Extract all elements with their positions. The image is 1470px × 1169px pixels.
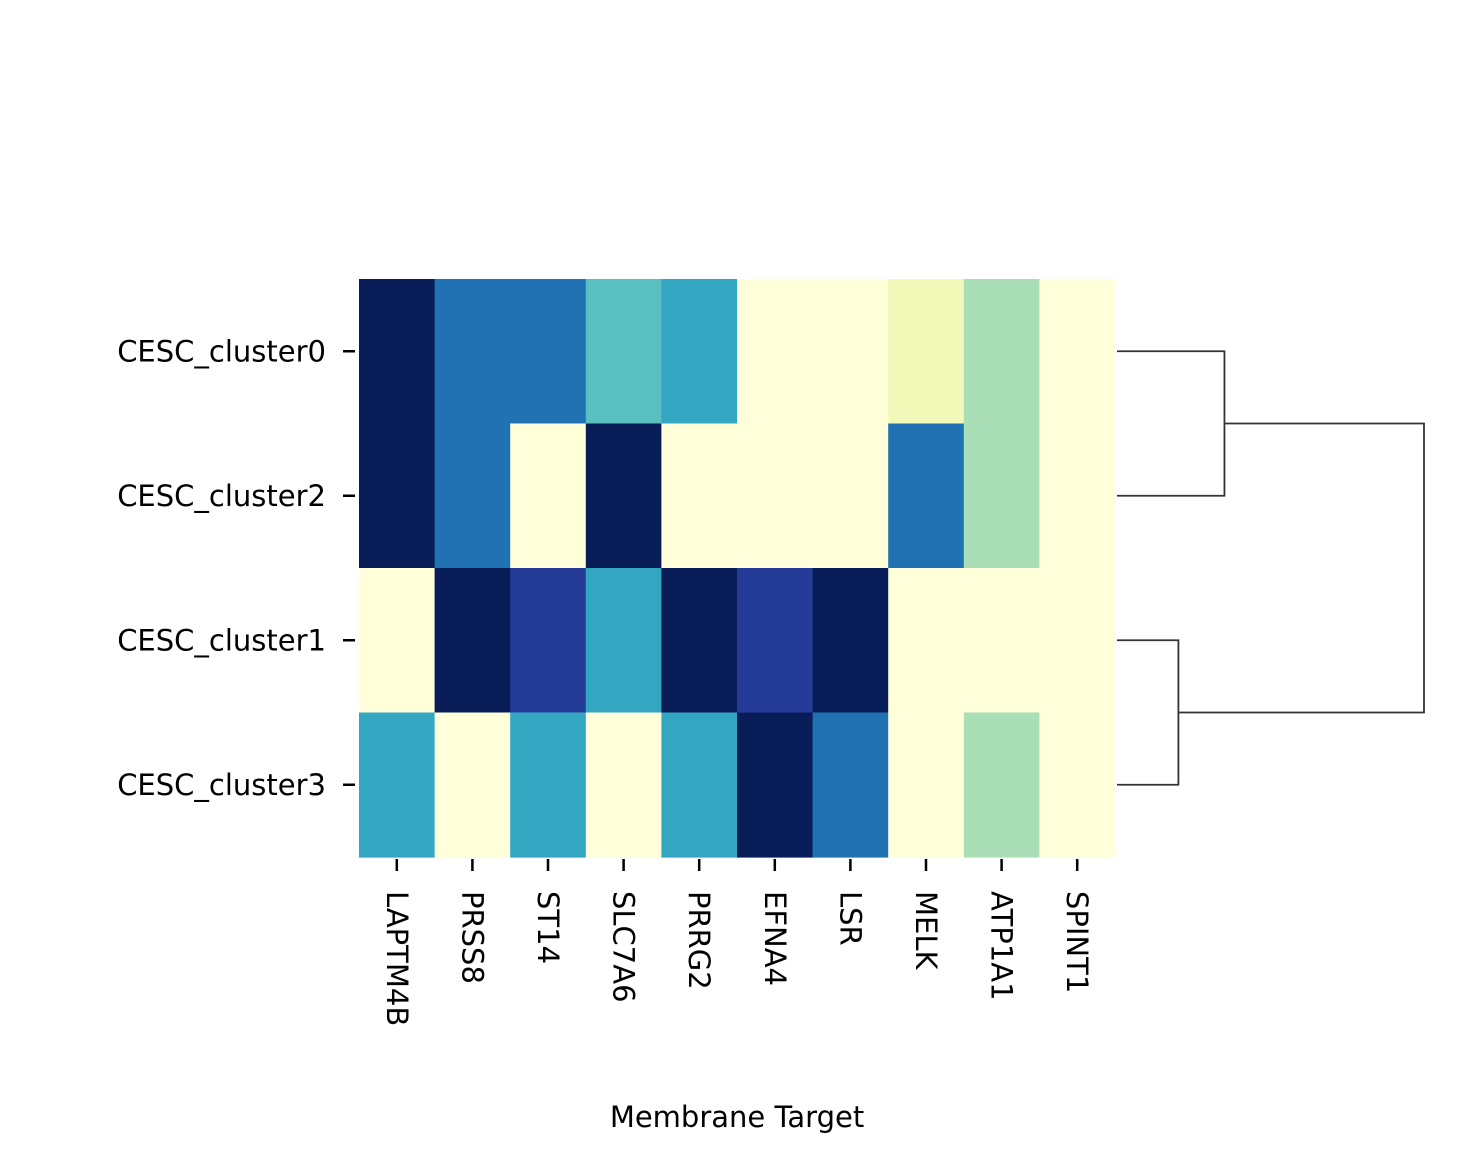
heatmap-cell-CESC_cluster0-ST14 xyxy=(510,279,587,425)
column-label-ATP1A1: ATP1A1 xyxy=(985,891,1019,1001)
heatmap-cell-CESC_cluster1-LSR xyxy=(812,568,889,714)
column-label-SPINT1: SPINT1 xyxy=(1060,891,1094,993)
heatmap-cell-CESC_cluster3-MELK xyxy=(888,712,965,858)
row-dendrogram xyxy=(1117,350,1425,786)
heatmap-cell-CESC_cluster3-ST14 xyxy=(510,712,587,858)
column-label-LAPTM4B: LAPTM4B xyxy=(380,891,414,1026)
heatmap-cell-CESC_cluster3-LAPTM4B xyxy=(359,712,436,858)
column-label-EFNA4: EFNA4 xyxy=(758,891,792,986)
column-label-MELK: MELK xyxy=(909,891,943,971)
heatmap-cell-CESC_cluster2-MELK xyxy=(888,423,965,569)
heatmap-cell-CESC_cluster0-LSR xyxy=(812,279,889,425)
heatmap-cell-CESC_cluster3-LSR xyxy=(812,712,889,858)
heatmap-cell-CESC_cluster2-EFNA4 xyxy=(737,423,814,569)
column-tick-labels: LAPTM4B PRSS8 ST14 SLC7A6 PRRG2 EFNA4 LSR MELK A… xyxy=(380,859,1094,1026)
heatmap-cell-CESC_cluster1-ST14 xyxy=(510,568,587,714)
heatmap-cell-CESC_cluster3-PRSS8 xyxy=(434,712,511,858)
heatmap-cell-CESC_cluster3-EFNA4 xyxy=(737,712,814,858)
heatmap-cell-CESC_cluster0-SPINT1 xyxy=(1039,279,1116,425)
heatmap-cell-CESC_cluster0-PRSS8 xyxy=(434,279,511,425)
heatmap-cell-CESC_cluster2-PRRG2 xyxy=(661,423,738,569)
row-label-CESC_cluster1: CESC_cluster1 xyxy=(117,623,326,657)
column-label-PRSS8: PRSS8 xyxy=(455,891,489,984)
heatmap-cell-CESC_cluster1-PRSS8 xyxy=(434,568,511,714)
heatmap-cell-CESC_cluster0-ATP1A1 xyxy=(963,279,1040,425)
heatmap-cell-CESC_cluster3-SPINT1 xyxy=(1039,712,1116,858)
heatmap-cell-CESC_cluster1-PRRG2 xyxy=(661,568,738,714)
heatmap-cell-CESC_cluster2-LSR xyxy=(812,423,889,569)
column-label-LSR: LSR xyxy=(833,891,867,946)
heatmap-cell-CESC_cluster1-ATP1A1 xyxy=(963,568,1040,714)
heatmap-cell-CESC_cluster2-ATP1A1 xyxy=(963,423,1040,569)
heatmap-cell-CESC_cluster0-LAPTM4B xyxy=(359,279,436,425)
heatmap-cell-CESC_cluster1-EFNA4 xyxy=(737,568,814,714)
heatmap-cell-CESC_cluster3-SLC7A6 xyxy=(585,712,662,858)
dendrogram-link-2 xyxy=(1117,639,1180,786)
heatmap-cell-CESC_cluster0-EFNA4 xyxy=(737,279,814,425)
row-tick-labels: CESC_cluster0 CESC_cluster2 CESC_cluster1 C… xyxy=(117,334,355,802)
dendrogram-link-3 xyxy=(1178,422,1425,714)
row-label-CESC_cluster3: CESC_cluster3 xyxy=(117,768,326,802)
heatmap-cell-CESC_cluster1-SLC7A6 xyxy=(585,568,662,714)
heatmap-cell-CESC_cluster1-SPINT1 xyxy=(1039,568,1116,714)
heatmap-cell-CESC_cluster3-PRRG2 xyxy=(661,712,738,858)
heatmap-cell-CESC_cluster0-PRRG2 xyxy=(661,279,738,425)
heatmap-cell-CESC_cluster1-LAPTM4B xyxy=(359,568,436,714)
heatmap-cell-CESC_cluster2-LAPTM4B xyxy=(359,423,436,569)
column-label-ST14: ST14 xyxy=(531,891,565,964)
heatmap-cell-CESC_cluster2-PRSS8 xyxy=(434,423,511,569)
row-label-CESC_cluster0: CESC_cluster0 xyxy=(117,334,326,368)
heatmap-cell-CESC_cluster2-ST14 xyxy=(510,423,587,569)
column-label-PRRG2: PRRG2 xyxy=(682,891,716,990)
heatmap-cell-CESC_cluster0-MELK xyxy=(888,279,965,425)
heatmap-cell-CESC_cluster2-SPINT1 xyxy=(1039,423,1116,569)
x-axis-title: Membrane Target xyxy=(610,1100,864,1134)
heatmap-cell-CESC_cluster3-ATP1A1 xyxy=(963,712,1040,858)
dendrogram-link-1 xyxy=(1117,350,1226,497)
heatmap-cell-CESC_cluster2-SLC7A6 xyxy=(585,423,662,569)
heatmap-cell-CESC_cluster0-SLC7A6 xyxy=(585,279,662,425)
heatmap-cells xyxy=(359,279,1116,858)
column-label-SLC7A6: SLC7A6 xyxy=(607,891,641,1003)
heatmap-cell-CESC_cluster1-MELK xyxy=(888,568,965,714)
row-label-CESC_cluster2: CESC_cluster2 xyxy=(117,479,326,513)
